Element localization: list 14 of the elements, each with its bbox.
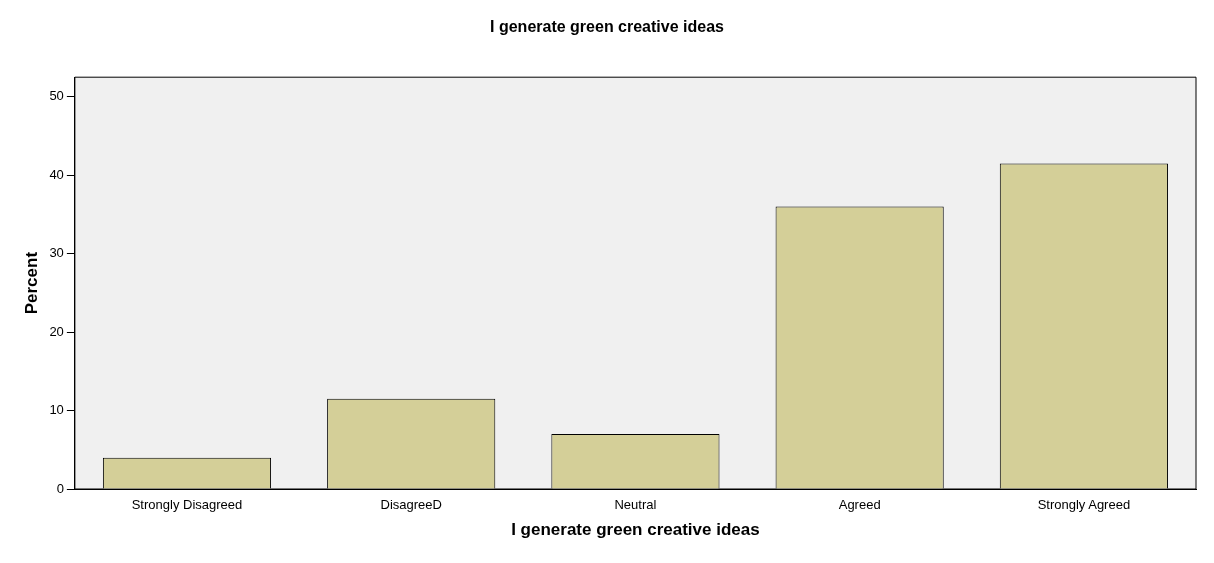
- y-tick-label: 30: [49, 245, 64, 261]
- x-tick-label: Strongly Agreed: [1037, 497, 1131, 513]
- y-tick-label: 50: [49, 88, 64, 104]
- y-tick-label: 10: [49, 402, 64, 418]
- x-tick-label: DisagreeD: [380, 497, 442, 513]
- chart-title: I generate green creative ideas: [490, 18, 725, 36]
- x-tick-label: Agreed: [838, 497, 881, 513]
- y-tick-label: 20: [49, 323, 64, 339]
- y-axis-title: Percent: [21, 251, 41, 315]
- x-tick-label: Neutral: [614, 497, 657, 513]
- x-axis-title: I generate green creative ideas: [511, 520, 760, 540]
- y-tick-label: 40: [49, 166, 64, 182]
- y-tick-label: 0: [56, 480, 64, 496]
- x-tick-label: Strongly Disagreed: [131, 497, 243, 513]
